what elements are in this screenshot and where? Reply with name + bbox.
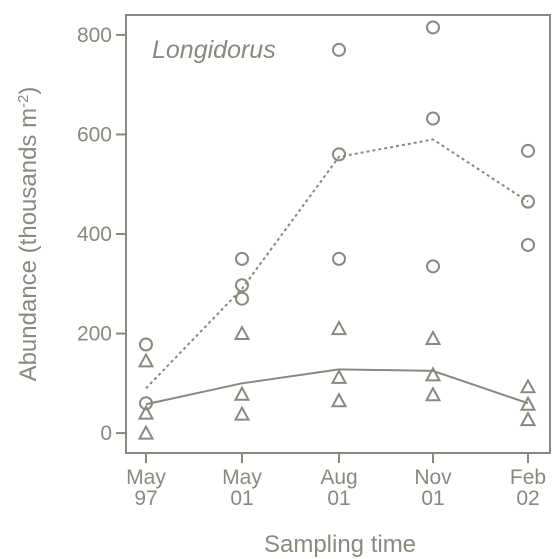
data-point-triangle xyxy=(330,319,348,336)
plot-area xyxy=(137,20,537,440)
data-point-circle xyxy=(235,278,249,293)
data-point-circle xyxy=(426,259,440,274)
data-point-circle xyxy=(332,42,346,57)
x-axis-title: Sampling time xyxy=(264,531,416,558)
data-point-triangle xyxy=(137,352,155,368)
y-tick-label: 0 xyxy=(100,422,112,445)
y-tick-label: 200 xyxy=(77,323,112,346)
x-tick-label: May 01 xyxy=(222,466,262,510)
data-point-circle xyxy=(235,251,249,266)
x-tick-label-line: 97 xyxy=(134,487,157,510)
y-tick-label: 400 xyxy=(77,223,112,246)
y-tick-label: 600 xyxy=(77,123,112,146)
data-point-triangle xyxy=(233,385,251,401)
data-point-triangle xyxy=(137,404,155,420)
y-axis: 0 200 400 600 800 xyxy=(77,24,126,445)
data-point-circle xyxy=(426,111,440,126)
plot-frame xyxy=(125,14,551,454)
mean-line-circle xyxy=(145,138,529,389)
data-point-circle xyxy=(521,237,535,252)
x-tick-label: Aug 01 xyxy=(320,466,357,510)
data-point-triangle xyxy=(519,411,537,427)
data-point-circle xyxy=(332,147,346,162)
annotation-label: Longidorus xyxy=(152,36,276,64)
x-tick-label: Nov 01 xyxy=(414,466,452,510)
data-point-triangle xyxy=(424,386,442,402)
data-point-triangle xyxy=(137,424,155,440)
data-point-triangle xyxy=(330,368,348,384)
y-axis-title: Abundance (thousands m-2) xyxy=(15,87,43,382)
x-tick-label: May 97 xyxy=(126,466,166,510)
x-tick-label: Feb 02 xyxy=(510,466,546,510)
y-tick-label: 800 xyxy=(77,24,112,47)
data-point-triangle xyxy=(233,324,251,341)
x-tick-label-line: 01 xyxy=(327,487,350,510)
data-point-triangle xyxy=(233,405,251,421)
data-point-triangle xyxy=(424,366,442,382)
y-axis-title-sup: -2 xyxy=(15,95,32,108)
y-axis-title-close: ) xyxy=(15,87,42,95)
y-axis-title-main: Abundance (thousands m xyxy=(15,108,42,382)
x-tick-label-line: Aug xyxy=(320,466,357,489)
data-point-triangle xyxy=(519,378,537,394)
data-point-triangle xyxy=(519,395,537,411)
data-point-circle xyxy=(235,291,249,306)
x-tick-label-line: 02 xyxy=(516,487,539,510)
data-point-triangle xyxy=(424,329,442,346)
data-point-circle xyxy=(521,143,535,158)
data-point-circle xyxy=(521,194,535,209)
x-tick-label-line: 01 xyxy=(230,487,253,510)
x-tick-label-line: Feb xyxy=(510,466,546,489)
x-tick-label-line: 01 xyxy=(421,487,444,510)
data-point-circle xyxy=(332,251,346,266)
x-tick-label-line: Nov xyxy=(414,466,452,489)
data-point-circle xyxy=(426,20,440,35)
data-point-circle xyxy=(139,337,153,352)
data-point-triangle xyxy=(330,392,348,408)
x-tick-label-line: May xyxy=(222,466,262,489)
x-tick-label-line: May xyxy=(126,466,166,489)
